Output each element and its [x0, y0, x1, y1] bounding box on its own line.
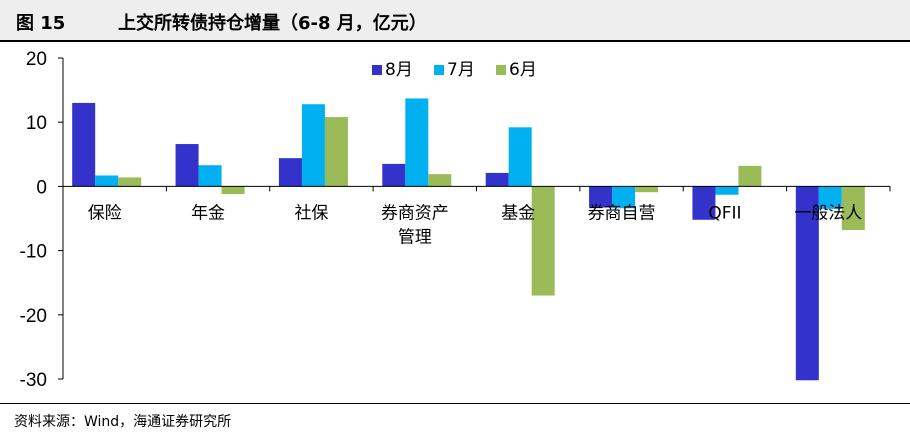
bar [278, 158, 302, 187]
category-label: 一般法人 [794, 203, 862, 223]
bar [795, 186, 819, 381]
bar [485, 172, 509, 187]
legend-swatch [434, 65, 444, 75]
category-label: 券商自营 [588, 203, 656, 223]
legend-swatch [496, 65, 506, 75]
category-label: 券商资产 [381, 203, 449, 223]
y-tick-label: 20 [26, 49, 47, 70]
bar [841, 186, 865, 231]
category-label: 基金 [501, 203, 535, 223]
legend-swatch [372, 65, 382, 75]
category-label: 年金 [191, 203, 225, 223]
bar [118, 177, 142, 187]
bar [635, 186, 659, 193]
bar [612, 186, 636, 209]
bar [175, 144, 199, 187]
bar [72, 102, 96, 187]
bar [382, 163, 406, 187]
bar [405, 98, 429, 187]
legend-label: 8月 [385, 60, 413, 80]
bar [531, 186, 555, 296]
bar [589, 186, 613, 208]
figure-title-bar: 图 15 上交所转债持仓增量（6-8 月，亿元） [0, 0, 910, 42]
figure-number: 图 15 [16, 13, 66, 34]
y-tick-label: 10 [26, 113, 47, 134]
y-tick-label: -30 [20, 370, 47, 391]
figure-footer: 资料来源：Wind，海通证券研究所 [0, 403, 910, 434]
category-label: 社保 [294, 203, 328, 223]
bar [715, 186, 739, 195]
bar [508, 127, 532, 187]
category-label: 保险 [88, 203, 122, 223]
category-label: 管理 [398, 227, 432, 247]
figure-title: 上交所转债持仓增量（6-8 月，亿元） [118, 13, 427, 34]
bar [428, 174, 452, 187]
y-tick-label: 0 [36, 177, 47, 198]
bar [818, 186, 842, 209]
bar [198, 165, 222, 187]
bar [301, 104, 325, 187]
bar [692, 186, 716, 220]
y-tick-label: -10 [20, 242, 47, 263]
source-note: 资料来源：Wind，海通证券研究所 [14, 414, 232, 430]
category-label: QFII [708, 203, 741, 223]
bar [221, 186, 245, 195]
y-tick-label: -20 [20, 306, 47, 327]
bar [324, 117, 348, 187]
legend-label: 7月 [447, 60, 475, 80]
bar [95, 175, 119, 187]
bar [738, 165, 762, 187]
legend-label: 6月 [509, 60, 537, 80]
